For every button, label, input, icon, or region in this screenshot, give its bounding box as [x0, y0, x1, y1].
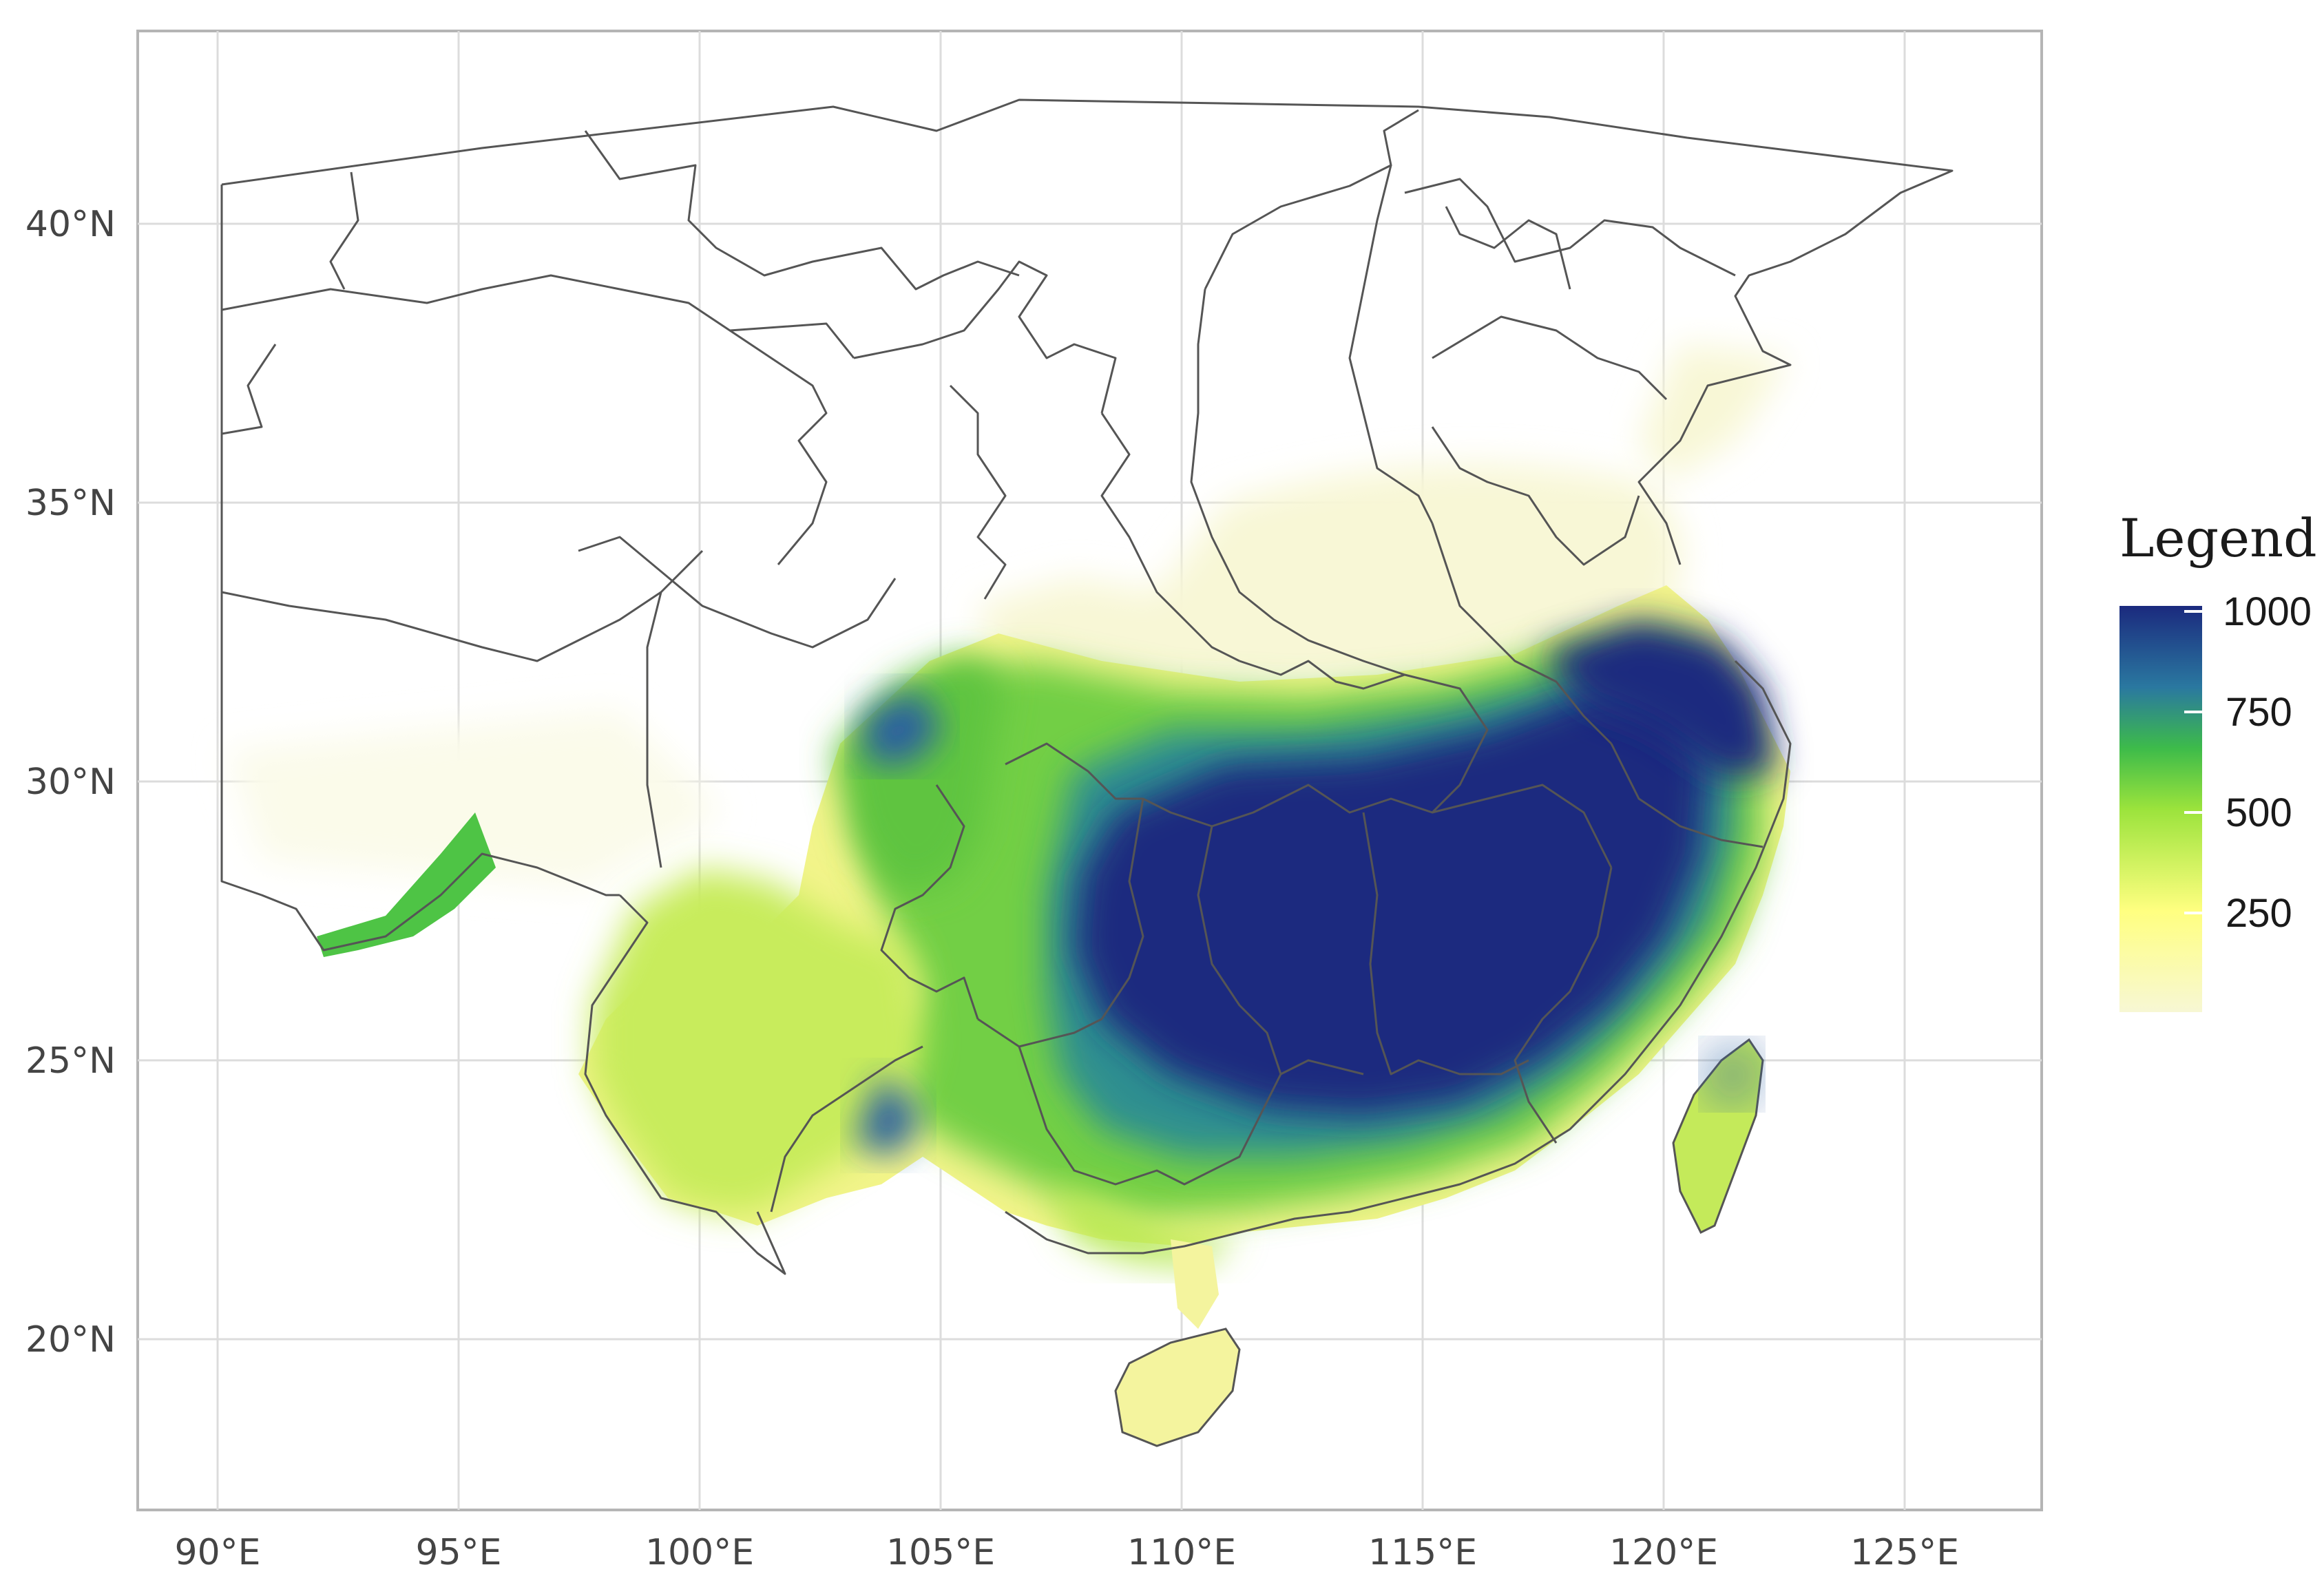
legend-color-bar [2119, 606, 2202, 1012]
legend-label: 250 [2226, 891, 2292, 936]
x-tick-label: 105°E [886, 1532, 995, 1573]
y-tick-label: 40°N [25, 204, 116, 245]
y-axis: 40°N 35°N 30°N 25°N 20°N [25, 204, 116, 1361]
x-axis: 90°E 95°E 100°E 105°E 110°E 115°E 120°E … [174, 1532, 1959, 1573]
x-tick-label: 110°E [1127, 1532, 1236, 1573]
legend: Legend 1000 750 500 250 [2119, 507, 2317, 1012]
region-boundaries [220, 98, 1954, 1275]
raster-layer [227, 344, 1790, 1447]
gridlines [138, 31, 2042, 1510]
y-tick-label: 35°N [25, 483, 116, 524]
x-tick-label: 100°E [645, 1532, 754, 1573]
x-tick-label: 90°E [174, 1532, 260, 1573]
legend-label: 1000 [2223, 589, 2312, 634]
y-tick-label: 30°N [25, 762, 116, 803]
x-tick-label: 120°E [1609, 1532, 1718, 1573]
y-tick-label: 20°N [25, 1319, 116, 1361]
x-tick-label: 125°E [1850, 1532, 1959, 1573]
x-tick-label: 95°E [415, 1532, 501, 1573]
legend-label: 750 [2226, 690, 2292, 735]
x-tick-label: 115°E [1368, 1532, 1477, 1573]
legend-title: Legend [2119, 507, 2317, 569]
y-tick-label: 25°N [25, 1040, 116, 1082]
legend-label: 500 [2226, 790, 2292, 835]
